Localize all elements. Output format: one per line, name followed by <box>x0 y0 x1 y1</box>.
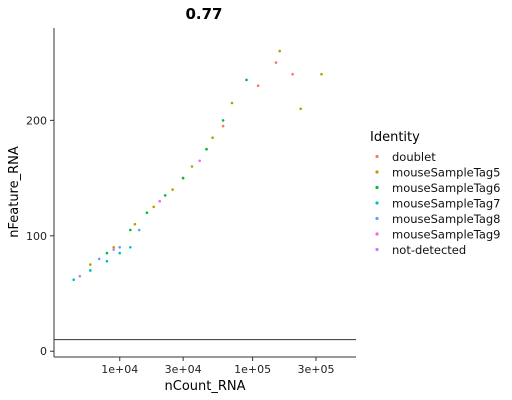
data-point <box>97 257 101 261</box>
data-point <box>171 188 174 191</box>
data-point <box>89 263 92 266</box>
data-point <box>112 246 115 249</box>
data-point <box>89 269 92 272</box>
legend-label: mouseSampleTag8 <box>392 212 501 226</box>
data-point <box>145 211 149 214</box>
data-point <box>256 84 260 87</box>
data-point <box>105 259 109 263</box>
data-point <box>158 199 161 203</box>
legend-label: mouseSampleTag5 <box>392 166 501 180</box>
x-tick-label: 1e+05 <box>234 363 271 376</box>
data-point <box>118 251 121 255</box>
data-point <box>190 165 194 168</box>
y-tick-label: 100 <box>26 230 47 243</box>
data-point <box>181 176 185 180</box>
legend-label: mouseSampleTag7 <box>392 197 501 211</box>
data-point <box>274 61 278 64</box>
chart-title: 0.77 <box>185 5 222 23</box>
data-point <box>278 49 282 53</box>
x-ticks: 1e+04 3e+04 1e+05 3e+05 <box>101 357 334 376</box>
legend-key <box>375 154 379 159</box>
data-point <box>133 222 137 226</box>
legend-label: doublet <box>392 150 436 164</box>
x-tick-label: 3e+04 <box>165 363 202 376</box>
points-layer <box>72 49 323 282</box>
y-tick-label: 0 <box>40 345 47 358</box>
data-point <box>221 124 225 128</box>
data-point <box>112 248 115 251</box>
legend-key <box>375 170 379 174</box>
legend-key <box>375 185 379 190</box>
data-point <box>198 159 201 163</box>
x-tick-label: 1e+04 <box>101 363 138 376</box>
legend-key <box>375 201 379 205</box>
data-point <box>211 136 214 139</box>
legend: Identity doubletmouseSampleTag5mouseSamp… <box>370 130 501 257</box>
legend-label: mouseSampleTag9 <box>392 228 501 242</box>
legend-key <box>375 232 379 236</box>
legend-key <box>375 247 379 252</box>
legend-key <box>375 216 379 221</box>
x-axis-title: nCount_RNA <box>165 379 246 394</box>
data-point <box>105 251 109 255</box>
data-point <box>299 107 303 111</box>
data-point <box>129 246 132 249</box>
data-point <box>152 205 155 209</box>
legend-label: not-detected <box>392 243 466 257</box>
data-point <box>129 228 132 232</box>
legend-title: Identity <box>370 130 420 145</box>
data-point <box>291 72 294 76</box>
data-point <box>72 278 75 282</box>
data-point <box>78 274 82 278</box>
y-tick-label: 200 <box>26 114 47 127</box>
data-point <box>320 72 323 76</box>
y-axis-title: nFeature_RNA <box>7 146 22 238</box>
data-point <box>230 101 234 105</box>
data-point <box>245 78 248 82</box>
legend-label: mouseSampleTag6 <box>392 181 501 195</box>
y-ticks: 0 100 200 <box>26 114 54 358</box>
data-point <box>137 228 141 232</box>
data-point <box>163 194 167 197</box>
x-tick-label: 3e+05 <box>298 363 335 376</box>
data-point <box>205 147 208 151</box>
data-point <box>221 119 225 122</box>
data-point <box>118 246 121 249</box>
